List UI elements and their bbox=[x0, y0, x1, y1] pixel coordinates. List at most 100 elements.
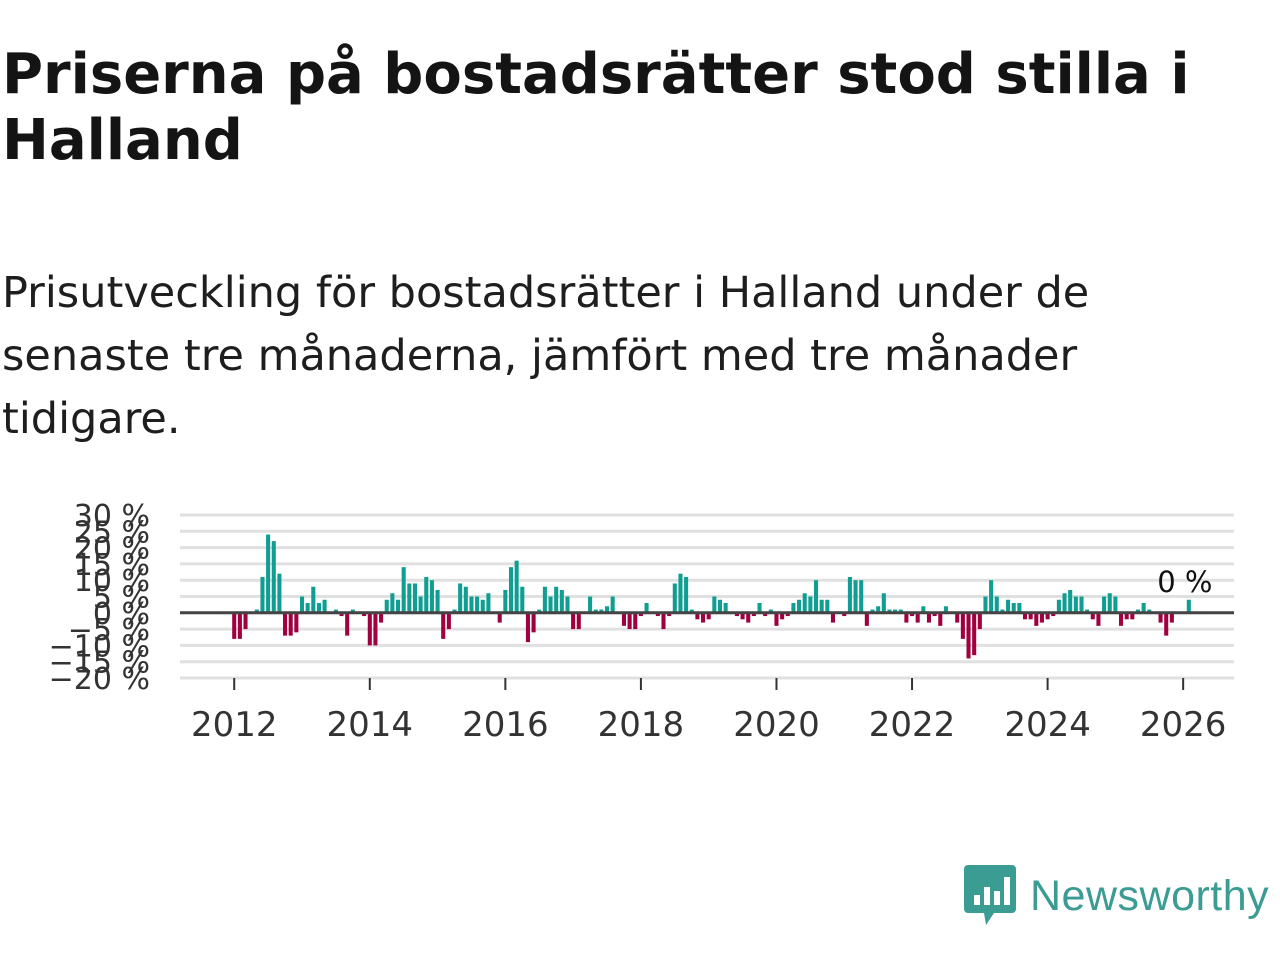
bar bbox=[1124, 612, 1129, 620]
bar bbox=[1011, 603, 1016, 613]
bar bbox=[695, 612, 700, 620]
bar bbox=[972, 612, 977, 656]
bar bbox=[271, 541, 276, 613]
bar bbox=[785, 612, 790, 617]
bar bbox=[943, 606, 948, 613]
bar bbox=[706, 612, 711, 620]
bar bbox=[559, 589, 564, 613]
bar bbox=[367, 612, 372, 646]
bar bbox=[305, 603, 310, 613]
last-value-label: 0 % bbox=[1157, 565, 1212, 599]
bar bbox=[486, 593, 491, 613]
bar bbox=[469, 596, 474, 613]
bar bbox=[373, 612, 378, 646]
y-tick-label: −15 % bbox=[49, 646, 150, 681]
bar bbox=[898, 609, 903, 613]
bar bbox=[853, 580, 858, 613]
bar bbox=[881, 593, 886, 613]
bar bbox=[887, 609, 892, 613]
bar bbox=[1113, 596, 1118, 613]
bar bbox=[994, 596, 999, 613]
x-tick-label: 2022 bbox=[869, 705, 956, 745]
bar bbox=[864, 612, 869, 626]
bar bbox=[689, 609, 694, 613]
bar bbox=[480, 599, 485, 613]
bar bbox=[362, 612, 367, 617]
bar bbox=[633, 612, 638, 630]
bar bbox=[904, 612, 909, 623]
bar bbox=[819, 599, 824, 613]
bar bbox=[921, 606, 926, 613]
bar bbox=[232, 612, 237, 639]
bar bbox=[938, 612, 943, 626]
bar bbox=[644, 603, 649, 613]
bar bbox=[966, 612, 971, 659]
bar bbox=[1079, 596, 1084, 613]
newsworthy-logo[interactable]: Newsworthy bbox=[964, 864, 1269, 928]
bar bbox=[774, 612, 779, 626]
bar bbox=[842, 612, 847, 617]
bar bbox=[497, 612, 502, 623]
x-axis: 2012 2014 2016 2018 2020 2022 2024 2026 bbox=[191, 678, 1226, 745]
bar bbox=[599, 609, 604, 613]
y-tick-label: 15 % bbox=[74, 548, 150, 583]
bar bbox=[401, 567, 406, 613]
x-tick-label: 2012 bbox=[191, 705, 278, 745]
bar bbox=[1147, 609, 1152, 613]
x-tick-label: 2020 bbox=[733, 705, 820, 745]
brand-name[interactable]: Newsworthy bbox=[1030, 871, 1270, 920]
x-tick-label: 2026 bbox=[1140, 705, 1227, 745]
bar bbox=[1085, 609, 1090, 613]
bar bbox=[627, 612, 632, 630]
bar bbox=[740, 612, 745, 620]
bar bbox=[1135, 609, 1141, 613]
bar bbox=[768, 609, 773, 613]
bar bbox=[813, 580, 819, 613]
y-tick-label: 20 % bbox=[74, 532, 150, 567]
bar bbox=[565, 596, 570, 613]
bar bbox=[802, 593, 807, 613]
x-tick-label: 2016 bbox=[462, 705, 549, 745]
y-tick-label: 0 % bbox=[93, 597, 150, 632]
bar-chart: 30 %25 %20 %15 %10 %5 %0 %−5 %−10 %−15 %… bbox=[49, 499, 1234, 745]
bar bbox=[678, 573, 683, 613]
bar bbox=[243, 612, 248, 630]
bar bbox=[926, 612, 932, 623]
bar bbox=[322, 599, 327, 613]
bar bbox=[1022, 612, 1028, 620]
y-tick-label: 25 % bbox=[74, 515, 150, 550]
bar-chart-speech-bubble-icon bbox=[964, 865, 1016, 925]
bar bbox=[1141, 603, 1146, 613]
bar bbox=[514, 560, 519, 613]
bar bbox=[1068, 589, 1073, 613]
bar bbox=[910, 612, 915, 617]
bar bbox=[955, 612, 960, 623]
bar bbox=[294, 612, 299, 633]
bar bbox=[593, 609, 598, 613]
x-tick-label: 2024 bbox=[1004, 705, 1091, 745]
bar bbox=[604, 606, 610, 613]
y-tick-label: −10 % bbox=[49, 629, 150, 664]
bar bbox=[655, 612, 660, 617]
bar bbox=[429, 580, 434, 613]
bar bbox=[435, 589, 440, 613]
bar bbox=[395, 599, 401, 613]
bar bbox=[441, 612, 446, 639]
bar bbox=[915, 612, 920, 623]
bar bbox=[390, 593, 395, 613]
bar bbox=[277, 573, 282, 613]
x-tick-label: 2018 bbox=[598, 705, 685, 745]
bar bbox=[757, 603, 762, 613]
bar bbox=[638, 612, 643, 617]
bar bbox=[1130, 612, 1135, 620]
bar bbox=[621, 612, 627, 626]
bar bbox=[712, 596, 717, 613]
bar bbox=[780, 612, 785, 620]
bar bbox=[537, 609, 542, 613]
bar bbox=[876, 606, 881, 613]
bar bbox=[977, 612, 982, 630]
bar bbox=[384, 599, 389, 613]
bar bbox=[1000, 609, 1005, 613]
bar bbox=[576, 612, 581, 630]
bar bbox=[791, 603, 796, 613]
